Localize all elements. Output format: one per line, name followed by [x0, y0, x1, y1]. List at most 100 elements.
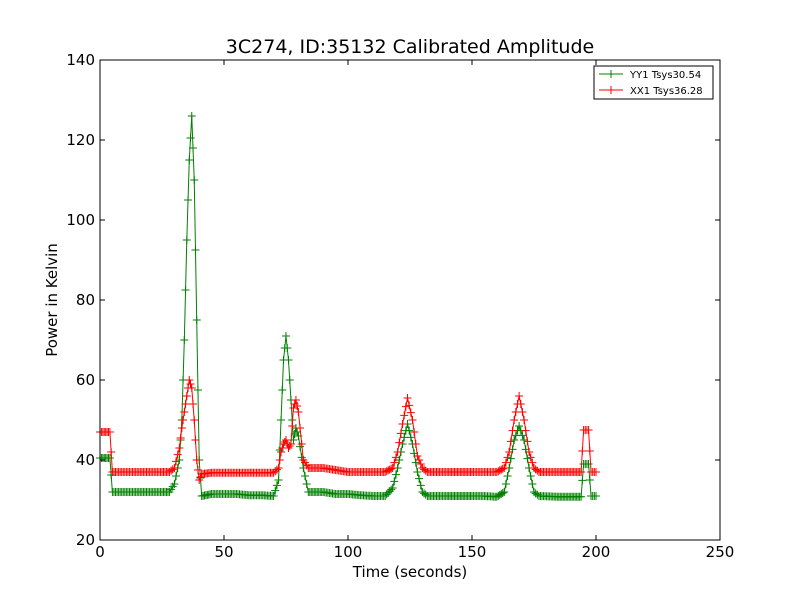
x-tick-label: 100 — [334, 543, 363, 561]
data-point — [510, 416, 519, 424]
data-point — [173, 450, 182, 459]
data-point — [187, 384, 196, 392]
data-point — [521, 426, 530, 435]
data-point — [186, 380, 195, 388]
data-point — [168, 465, 177, 474]
data-point — [518, 431, 527, 440]
data-point — [189, 400, 197, 408]
data-point — [179, 416, 188, 424]
data-point — [181, 286, 190, 294]
data-point — [592, 468, 600, 476]
data-point — [503, 472, 512, 480]
y-tick-label: 100 — [66, 211, 95, 229]
data-point — [501, 480, 510, 488]
data-point — [288, 422, 297, 430]
data-point — [421, 490, 430, 499]
data-point — [500, 464, 509, 472]
data-point — [395, 438, 404, 447]
data-point — [405, 401, 414, 410]
data-point — [278, 386, 287, 394]
y-tick-label: 120 — [66, 131, 95, 149]
data-point — [400, 411, 409, 420]
data-point — [525, 448, 534, 456]
data-point — [396, 429, 405, 438]
data-point — [523, 454, 532, 463]
series-layer — [96, 112, 600, 501]
legend-swatch-marker — [607, 86, 615, 94]
y-tick-label: 60 — [76, 371, 95, 389]
data-point — [172, 457, 181, 466]
x-tick-label: 200 — [582, 543, 611, 561]
data-point — [175, 444, 184, 452]
data-point — [294, 408, 303, 416]
data-point — [390, 458, 399, 467]
data-point — [421, 466, 430, 475]
legend-box — [593, 65, 714, 100]
data-point — [285, 442, 294, 450]
data-point — [387, 485, 396, 494]
data-point — [107, 448, 116, 456]
data-point — [277, 448, 286, 456]
legend-swatch-marker — [607, 70, 615, 78]
data-point — [182, 392, 191, 400]
data-point — [284, 356, 293, 364]
data-point — [180, 336, 189, 344]
data-point — [528, 458, 537, 467]
data-point — [533, 466, 542, 475]
data-point — [516, 400, 525, 408]
data-point — [398, 440, 407, 448]
series-line — [100, 115, 596, 498]
data-point — [170, 480, 179, 488]
data-point — [501, 458, 510, 467]
data-point — [289, 404, 298, 412]
data-point — [286, 440, 295, 448]
data-point — [584, 460, 593, 468]
data-point — [105, 454, 114, 462]
x-tick-label: 250 — [706, 543, 735, 561]
data-point — [274, 476, 283, 484]
data-point — [272, 465, 281, 474]
data-point — [172, 472, 181, 480]
chart-title: 3C274, ID:35132 Calibrated Amplitude — [226, 36, 594, 58]
legend-label: XX1 Tsys36.28 — [630, 86, 703, 97]
data-point — [585, 447, 594, 455]
data-point — [398, 420, 407, 428]
data-point — [271, 486, 280, 495]
data-point — [533, 490, 542, 499]
data-point — [391, 453, 400, 462]
data-point — [520, 416, 529, 424]
data-point — [182, 236, 191, 244]
data-point — [406, 433, 415, 442]
data-point — [275, 456, 284, 464]
data-point — [269, 492, 278, 500]
data-point — [180, 408, 189, 416]
data-point — [185, 376, 194, 384]
data-point — [190, 176, 199, 184]
data-point — [193, 466, 202, 474]
data-point — [189, 144, 197, 152]
data-point — [393, 448, 402, 456]
data-point — [408, 416, 417, 424]
data-point — [105, 428, 114, 436]
data-point — [578, 447, 587, 455]
y-axis-ticks: 20 40 60 80 100 120 140 — [66, 51, 720, 549]
data-point — [185, 156, 194, 164]
data-point — [184, 196, 193, 204]
data-point — [410, 428, 419, 436]
data-point — [291, 396, 300, 404]
data-point — [528, 480, 537, 488]
data-point — [390, 477, 399, 486]
y-tick-label: 20 — [76, 531, 95, 549]
data-point — [508, 426, 517, 435]
data-point — [416, 481, 425, 490]
data-point — [193, 386, 202, 394]
data-point — [177, 424, 186, 432]
data-point — [282, 436, 290, 444]
data-point — [271, 467, 280, 476]
data-point — [272, 481, 281, 490]
data-point — [415, 456, 424, 464]
data-point — [269, 468, 278, 477]
data-point — [503, 453, 512, 462]
data-point — [186, 134, 195, 142]
